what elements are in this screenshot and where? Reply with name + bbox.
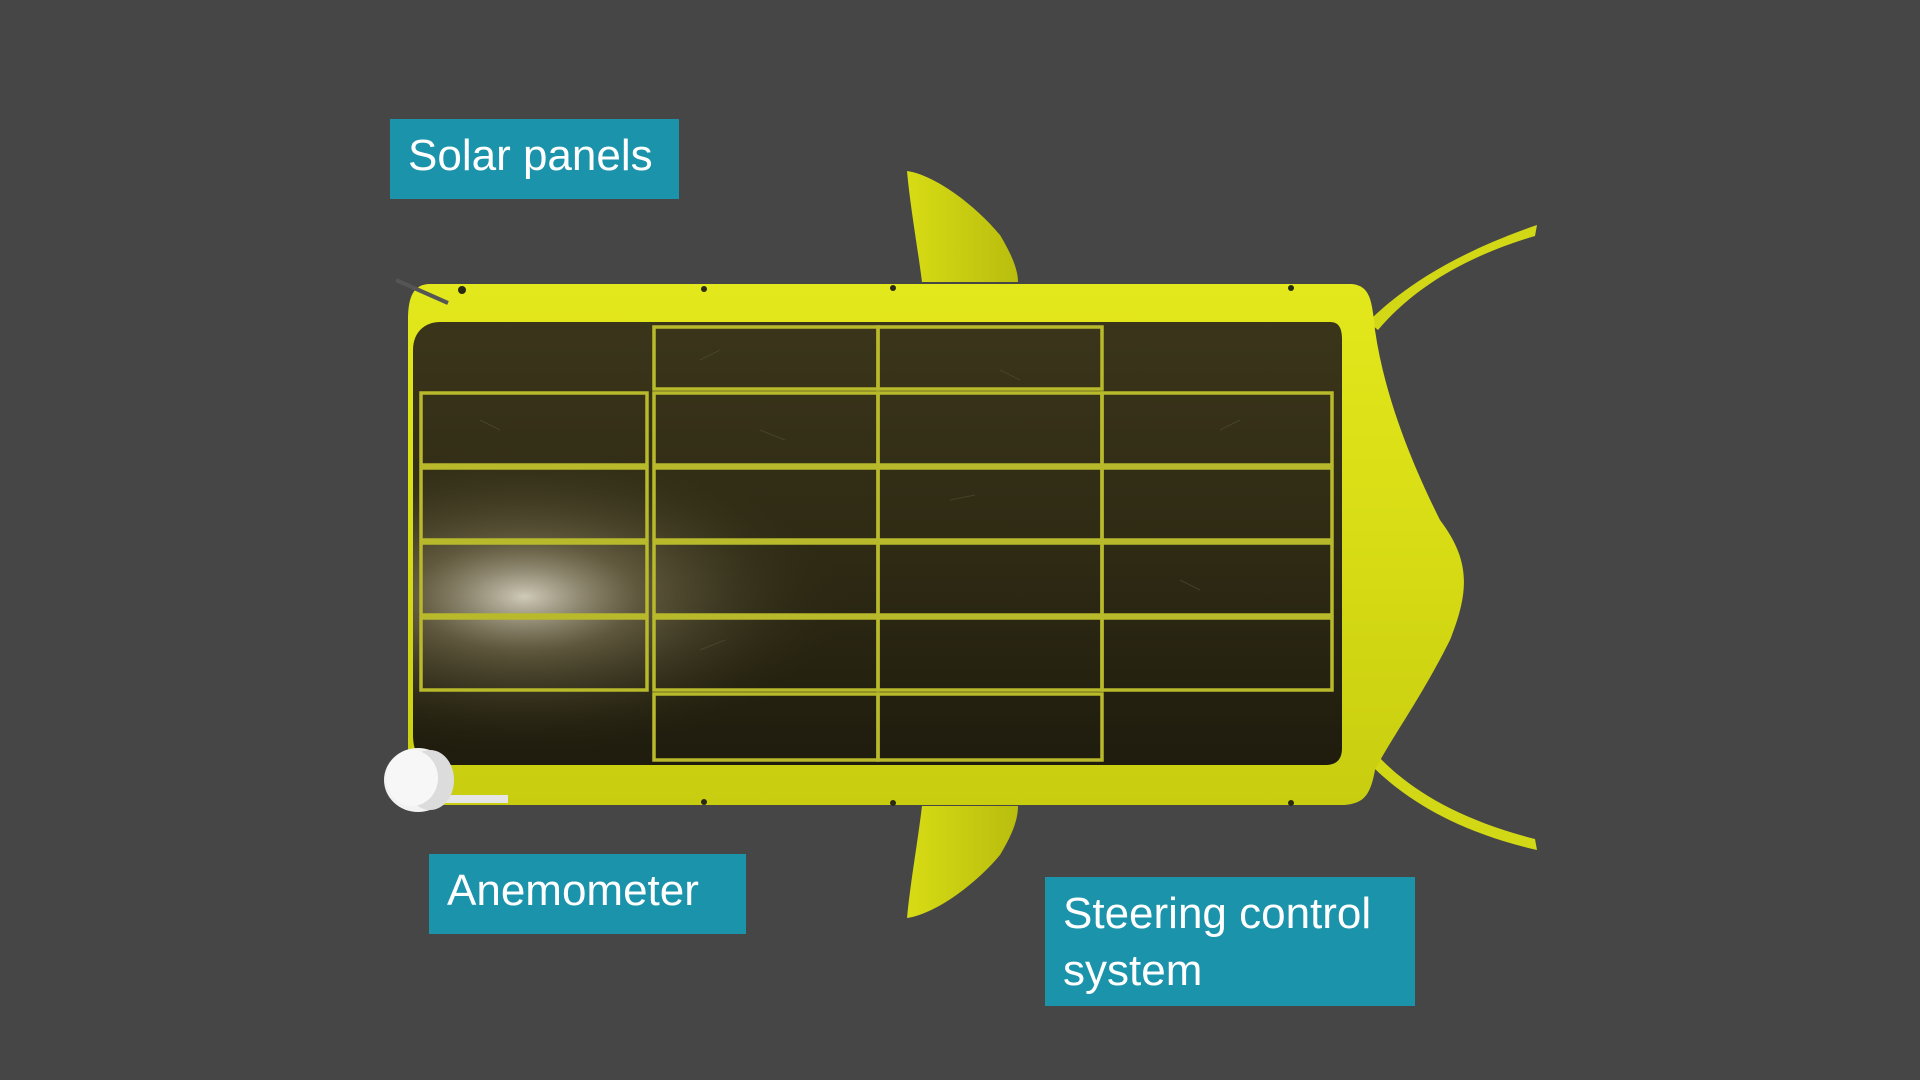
panel-texture <box>479 349 1241 651</box>
solar-panel-grid <box>419 325 1334 762</box>
label-anemometer: Anemometer <box>429 854 746 934</box>
rudder-fin-bottom <box>1368 756 1537 850</box>
anemometer-icon <box>384 748 508 812</box>
label-steering-line-2: system <box>1063 946 1203 995</box>
hull-screws <box>458 285 1294 806</box>
antenna <box>395 278 449 305</box>
label-steering-line-1: Steering control <box>1063 889 1372 938</box>
keel-fin-top <box>907 171 1018 282</box>
rudder-fin-top <box>1368 225 1537 330</box>
label-solar-panels: Solar panels <box>390 119 679 199</box>
label-solar-panels-text: Solar panels <box>408 131 653 180</box>
keel-fin-bottom <box>907 806 1018 918</box>
label-anemometer-text: Anemometer <box>447 866 699 915</box>
label-steering-control-system: Steering control system <box>1045 877 1415 1006</box>
